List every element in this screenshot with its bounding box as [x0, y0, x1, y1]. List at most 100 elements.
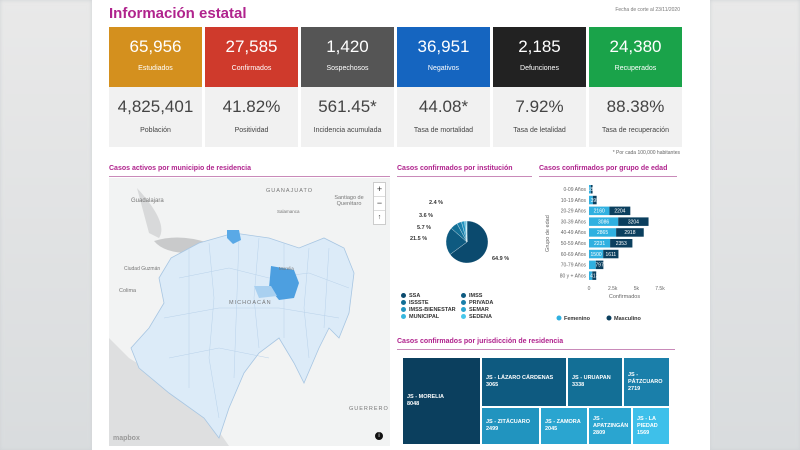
bar-value-label: 2231	[594, 241, 605, 247]
legend-swatch	[461, 307, 466, 312]
legend-label: ISSSTE	[409, 299, 429, 306]
treemap-cell[interactable]: JS - URUAPAN 3338	[567, 357, 623, 407]
treemap-cell[interactable]: JS - PÁTZCUARO 2719	[623, 357, 670, 407]
age-chart-title: Casos confirmados por grupo de edad	[539, 165, 677, 177]
age-bar-femenino[interactable]	[589, 228, 617, 237]
age-bar-masculino[interactable]	[609, 206, 631, 216]
y-axis-label: Grupo de edad	[545, 215, 551, 252]
info-icon[interactable]: i	[375, 432, 383, 440]
indicator-card: 2,185 Defunciones 7.92% Tasa de letalidad	[493, 27, 586, 147]
card-label: Estudiados	[138, 65, 173, 72]
dashboard-page: Información estatal Fecha de corte al 23…	[92, 0, 710, 450]
highlighted-municipality	[227, 230, 241, 244]
legend-item[interactable]: ISSSTE	[401, 299, 461, 306]
stat-label: Tasa de recuperación	[602, 127, 669, 134]
pie-value-label: 64.9 %	[492, 256, 509, 262]
stat-value: 4,825,401	[117, 97, 194, 116]
stat-value: 561.45*	[318, 97, 377, 116]
age-bar-femenino[interactable]	[589, 260, 596, 270]
zoom-in-button[interactable]: +	[376, 184, 383, 194]
age-bar-femenino[interactable]	[589, 249, 604, 259]
age-category-label: 60-69 Años	[561, 252, 587, 258]
card-stat: 4,825,401 Población	[109, 87, 202, 147]
age-bar-masculino[interactable]	[592, 195, 597, 205]
legend-item[interactable]: SSA	[401, 292, 461, 299]
pie-slice[interactable]	[449, 220, 489, 264]
card-label: Confirmados	[231, 65, 272, 72]
legend-item[interactable]: SEMAR	[461, 306, 521, 313]
legend-item[interactable]: MUNICIPAL	[401, 313, 461, 320]
stat-label: Positividad	[234, 127, 269, 134]
card-header: 1,420 Sospechosos	[301, 27, 394, 87]
card-label: Defunciones	[520, 65, 559, 72]
age-bar-masculino[interactable]	[616, 228, 644, 237]
legend-swatch	[606, 315, 612, 321]
legend-item[interactable]: IMSS-BIENESTAR	[401, 306, 461, 313]
legend-label[interactable]: Masculino	[614, 316, 642, 322]
bar-value-label: 2353	[616, 241, 627, 247]
map-label: Colima	[119, 288, 137, 294]
cell-label: JS - APATZINGÁN	[593, 415, 629, 429]
treemap-cell[interactable]: JS - ZITÁCUARO 2499	[481, 407, 540, 445]
age-bar-masculino[interactable]	[590, 185, 593, 194]
treemap-cell[interactable]: JS - MORELIA 8048	[402, 357, 481, 445]
cell-value: 1569	[637, 429, 650, 436]
age-bar-femenino[interactable]	[589, 217, 619, 226]
pie-value-label: 5.7 %	[417, 225, 431, 231]
indicator-card: 24,380 Recuperados 88.38% Tasa de recuperac…	[589, 27, 682, 147]
age-bar-femenino[interactable]	[589, 195, 593, 205]
age-bar-masculino[interactable]	[592, 271, 597, 280]
jurisdiction-chart-title: Casos confirmados por jurisdicción de re…	[397, 338, 675, 350]
map-title: Casos activos por municipio de residenci…	[109, 165, 390, 177]
compass-button[interactable]: ↑	[374, 210, 385, 224]
indicator-card: 1,420 Sospechosos 561.45* Incidencia acumul…	[301, 27, 394, 147]
age-category-label: 80 y + Años	[560, 273, 587, 279]
bar-value-label: 413	[590, 273, 599, 279]
indicator-card: 27,585 Confirmados 41.82% Positividad	[205, 27, 298, 147]
age-bar-masculino[interactable]	[603, 249, 619, 259]
zoom-out-button[interactable]: −	[374, 196, 385, 210]
bar-value-label: 1611	[605, 252, 616, 258]
card-header: 2,185 Defunciones	[493, 27, 586, 87]
cell-value: 2499	[486, 426, 499, 432]
footnote: * Por cada 100,000 habitantes	[612, 150, 680, 156]
age-bar-masculino[interactable]	[618, 217, 649, 226]
cell-value: 2809	[593, 429, 606, 436]
treemap-cell[interactable]: JS - APATZINGÁN 2809	[588, 407, 632, 445]
stat-label: Tasa de mortalidad	[413, 127, 474, 134]
legend-label: IMSS	[469, 292, 483, 299]
age-bar-femenino[interactable]	[589, 185, 591, 194]
pie-slice[interactable]	[466, 220, 468, 243]
mapbox-logo[interactable]: mapbox	[113, 435, 140, 442]
map-label: Santiago de Querétaro	[334, 195, 364, 207]
age-bar-femenino[interactable]	[589, 206, 610, 216]
map-controls: + − ↑	[373, 182, 386, 225]
legend-item[interactable]: SEDENA	[461, 313, 521, 320]
map-label: Guadalajara	[131, 198, 164, 204]
treemap-cell[interactable]: JS - LA PIEDAD 1569	[632, 407, 670, 445]
cell-value: 3065	[486, 382, 499, 388]
treemap-cell[interactable]: JS - LÁZARO CÁRDENAS 3065	[481, 357, 567, 407]
bar-value-label: 2160	[594, 209, 605, 215]
age-bar-femenino[interactable]	[589, 239, 611, 248]
x-tick-label: 5k	[634, 286, 640, 292]
stat-label: Incidencia acumulada	[313, 127, 382, 134]
legend-label: SEMAR	[469, 306, 489, 313]
age-category-label: 70-79 Años	[561, 263, 587, 269]
age-bar-masculino[interactable]	[595, 260, 604, 270]
legend-item[interactable]: PRIVADA	[461, 299, 521, 306]
x-tick-label: 2.5k	[608, 286, 618, 292]
municipality-map[interactable]: GUANAJUATO Guadalajara Santiago de Queré…	[109, 178, 390, 446]
age-bar-femenino[interactable]	[589, 271, 593, 280]
age-bar-masculino[interactable]	[610, 239, 633, 248]
card-stat: 7.92% Tasa de letalidad	[493, 87, 586, 147]
legend-label[interactable]: Femenino	[564, 316, 591, 322]
indicator-cards: 65,956 Estudiados 4,825,401 Población 27,585…	[109, 27, 682, 147]
age-category-label: 30-39 Años	[561, 219, 587, 225]
card-value: 24,380	[609, 37, 662, 56]
x-axis-label: Confirmados	[609, 294, 640, 300]
card-value: 65,956	[129, 37, 182, 56]
legend-label: PRIVADA	[469, 299, 494, 306]
treemap-cell[interactable]: JS - ZAMORA 2045	[540, 407, 588, 445]
legend-item[interactable]: IMSS	[461, 292, 521, 299]
